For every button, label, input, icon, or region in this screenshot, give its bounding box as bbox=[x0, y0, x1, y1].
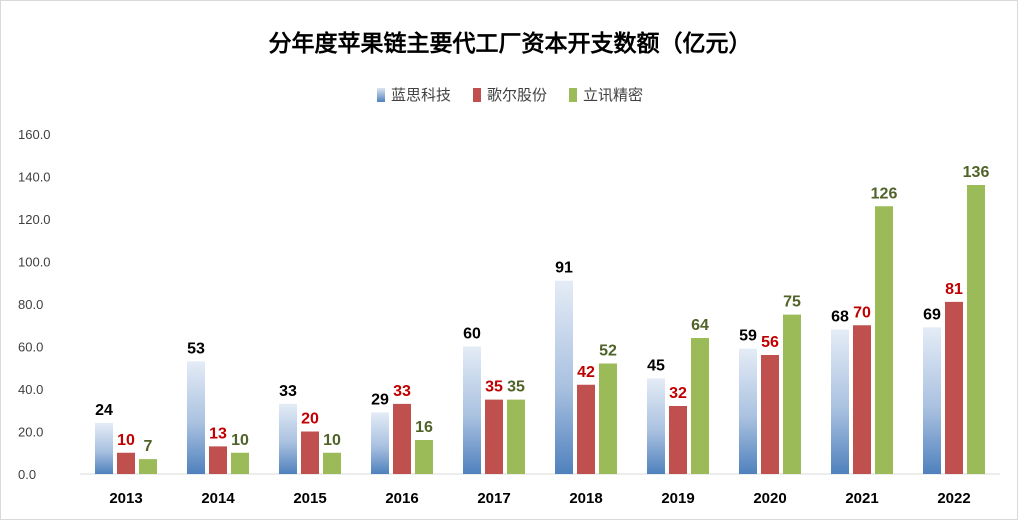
bar-蓝思科技-2021 bbox=[831, 329, 849, 474]
data-label: 59 bbox=[739, 328, 757, 345]
bar-歌尔股份-2020 bbox=[761, 355, 779, 474]
data-label: 10 bbox=[323, 432, 341, 449]
data-label: 70 bbox=[853, 304, 871, 321]
x-tick-label: 2019 bbox=[661, 490, 694, 507]
bar-立讯精密-2017 bbox=[507, 399, 525, 474]
data-label: 42 bbox=[577, 364, 595, 381]
data-label: 33 bbox=[393, 383, 411, 400]
data-label: 35 bbox=[507, 379, 525, 396]
x-tick-label: 2018 bbox=[569, 490, 602, 507]
bar-蓝思科技-2022 bbox=[923, 327, 941, 474]
data-label: 81 bbox=[945, 281, 963, 298]
bar-蓝思科技-2016 bbox=[371, 412, 389, 474]
chart-title: 分年度苹果链主要代工厂资本开支数额（亿元） bbox=[268, 31, 752, 57]
bar-立讯精密-2015 bbox=[323, 452, 341, 474]
bar-立讯精密-2018 bbox=[599, 363, 617, 474]
bar-蓝思科技-2013 bbox=[95, 423, 113, 474]
data-label: 53 bbox=[187, 340, 205, 357]
data-label: 10 bbox=[117, 432, 135, 449]
data-label: 35 bbox=[485, 379, 503, 396]
data-label: 24 bbox=[95, 402, 113, 419]
x-tick-label: 2014 bbox=[201, 490, 235, 507]
data-label: 68 bbox=[831, 309, 849, 326]
legend-item-series-2: 立讯精密 bbox=[569, 84, 643, 105]
bar-歌尔股份-2015 bbox=[301, 431, 319, 474]
bar-蓝思科技-2014 bbox=[187, 361, 205, 474]
x-tick-label: 2013 bbox=[109, 490, 142, 507]
bar-立讯精密-2019 bbox=[691, 338, 709, 474]
bar-歌尔股份-2016 bbox=[393, 403, 411, 474]
y-tick-label: 140.0 bbox=[18, 170, 51, 185]
y-tick-label: 40.0 bbox=[18, 382, 43, 397]
y-tick-label: 80.0 bbox=[18, 297, 43, 312]
x-tick-label: 2015 bbox=[293, 490, 326, 507]
bar-歌尔股份-2019 bbox=[669, 406, 687, 474]
legend-item-series-0: 蓝思科技 bbox=[376, 84, 451, 105]
bar-歌尔股份-2021 bbox=[853, 325, 871, 474]
legend-swatch-series-1 bbox=[472, 87, 481, 102]
bar-立讯精密-2014 bbox=[231, 452, 249, 474]
legend-label-series-1: 歌尔股份 bbox=[486, 86, 547, 104]
bar-蓝思科技-2017 bbox=[463, 346, 481, 474]
data-label: 10 bbox=[231, 432, 249, 449]
data-label: 29 bbox=[371, 391, 389, 408]
bar-歌尔股份-2014 bbox=[209, 446, 227, 474]
data-label: 20 bbox=[301, 411, 319, 428]
bar-蓝思科技-2018 bbox=[555, 280, 573, 474]
bar-歌尔股份-2013 bbox=[117, 452, 135, 474]
x-tick-label: 2021 bbox=[845, 490, 878, 507]
data-label: 52 bbox=[599, 343, 617, 360]
x-tick-label: 2022 bbox=[937, 490, 970, 507]
legend-swatch-series-2 bbox=[569, 87, 577, 102]
x-tick-label: 2020 bbox=[753, 490, 786, 507]
bar-蓝思科技-2020 bbox=[739, 348, 757, 474]
data-label: 64 bbox=[691, 317, 709, 334]
bar-立讯精密-2016 bbox=[415, 440, 433, 474]
legend: 蓝思科技 歌尔股份 立讯精密 bbox=[0, 84, 1020, 105]
data-label: 45 bbox=[647, 357, 665, 374]
data-label: 56 bbox=[761, 334, 779, 351]
bar-立讯精密-2022 bbox=[967, 185, 985, 474]
bar-立讯精密-2021 bbox=[875, 206, 893, 474]
data-label: 7 bbox=[144, 438, 153, 455]
bar-蓝思科技-2015 bbox=[279, 403, 297, 474]
bar-立讯精密-2013 bbox=[139, 459, 157, 474]
y-tick-label: 100.0 bbox=[18, 255, 51, 270]
legend-swatch-series-0 bbox=[376, 87, 385, 102]
data-label: 60 bbox=[463, 326, 481, 343]
data-label: 33 bbox=[279, 383, 297, 400]
data-label: 16 bbox=[415, 419, 433, 436]
data-label: 75 bbox=[783, 294, 801, 311]
bar-歌尔股份-2022 bbox=[945, 301, 963, 474]
bar-蓝思科技-2019 bbox=[647, 378, 665, 474]
legend-label-series-2: 立讯精密 bbox=[583, 86, 644, 104]
data-label: 13 bbox=[209, 425, 227, 442]
y-tick-label: 160.0 bbox=[18, 127, 51, 142]
y-tick-label: 20.0 bbox=[18, 425, 43, 440]
y-tick-label: 0.0 bbox=[18, 467, 36, 482]
y-tick-label: 60.0 bbox=[18, 340, 43, 355]
data-label: 126 bbox=[871, 185, 898, 202]
legend-label-series-0: 蓝思科技 bbox=[390, 86, 451, 104]
bar-歌尔股份-2018 bbox=[577, 384, 595, 474]
legend-item-series-1: 歌尔股份 bbox=[472, 84, 547, 105]
x-tick-label: 2017 bbox=[477, 490, 510, 507]
bar-歌尔股份-2017 bbox=[485, 399, 503, 474]
data-label: 69 bbox=[923, 306, 941, 323]
data-label: 32 bbox=[669, 385, 687, 402]
x-tick-label: 2016 bbox=[385, 490, 418, 507]
data-label: 136 bbox=[963, 164, 990, 181]
y-tick-label: 120.0 bbox=[18, 212, 51, 227]
bar-立讯精密-2020 bbox=[783, 314, 801, 474]
data-label: 91 bbox=[555, 260, 573, 277]
